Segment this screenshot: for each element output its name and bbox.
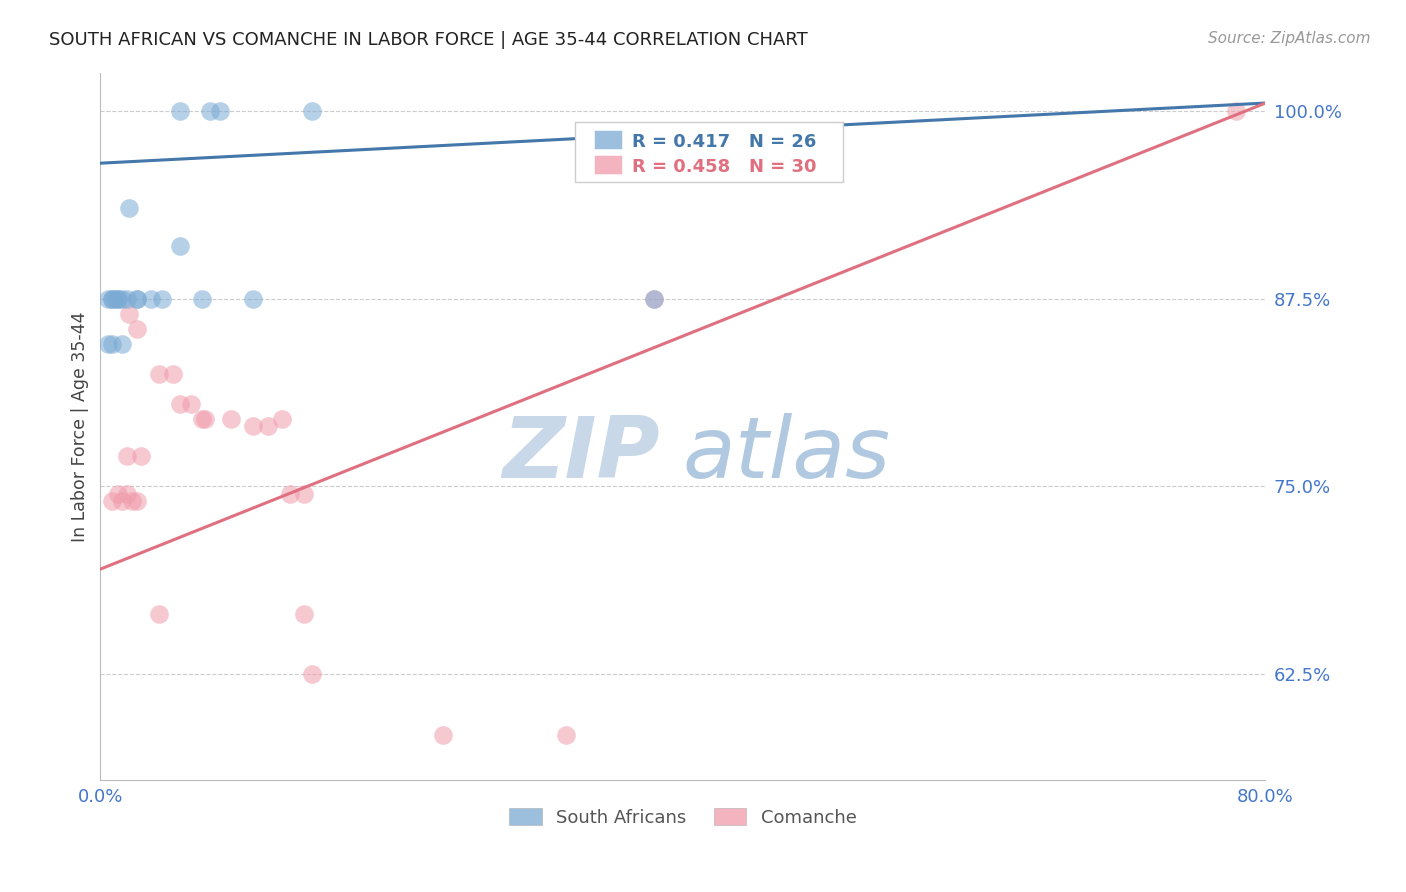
Point [115, 292, 138, 306]
Point [107, 487, 129, 501]
Point [118, 306, 141, 320]
Point [301, 667, 323, 681]
Point [278, 487, 301, 501]
Text: R = 0.417   N = 26: R = 0.417 N = 26 [633, 133, 817, 151]
Point [208, 103, 231, 118]
Point [432, 727, 454, 741]
FancyBboxPatch shape [575, 121, 844, 182]
Point [101, 494, 124, 508]
Point [256, 419, 278, 434]
Point [292, 607, 315, 622]
Text: Source: ZipAtlas.com: Source: ZipAtlas.com [1208, 31, 1371, 46]
Point [301, 103, 323, 118]
Point [111, 336, 134, 351]
Point [125, 494, 148, 508]
Point [271, 411, 294, 425]
Point [115, 487, 138, 501]
Point [292, 487, 315, 501]
Point [97, 336, 120, 351]
FancyBboxPatch shape [593, 130, 621, 149]
Point [180, 397, 202, 411]
Point [118, 202, 141, 216]
Point [169, 239, 191, 253]
Point [111, 292, 134, 306]
Point [198, 103, 221, 118]
Point [107, 292, 129, 306]
Point [97, 292, 120, 306]
Point [115, 450, 138, 464]
Point [169, 397, 191, 411]
Point [125, 292, 148, 306]
Point [101, 292, 124, 306]
Point [242, 419, 264, 434]
Point [125, 292, 148, 306]
Point [221, 411, 243, 425]
Point [141, 292, 163, 306]
FancyBboxPatch shape [593, 155, 621, 174]
Text: SOUTH AFRICAN VS COMANCHE IN LABOR FORCE | AGE 35-44 CORRELATION CHART: SOUTH AFRICAN VS COMANCHE IN LABOR FORCE… [49, 31, 808, 49]
Point [107, 292, 129, 306]
Point [1225, 103, 1247, 118]
Point [169, 103, 191, 118]
Point [101, 336, 124, 351]
Point [162, 367, 184, 381]
Point [555, 727, 578, 741]
Y-axis label: In Labor Force | Age 35-44: In Labor Force | Age 35-44 [72, 311, 89, 541]
Point [191, 411, 214, 425]
Point [101, 292, 124, 306]
Legend: South Africans, Comanche: South Africans, Comanche [502, 801, 863, 834]
Point [125, 321, 148, 335]
Point [643, 292, 665, 306]
Point [242, 292, 264, 306]
Point [121, 494, 143, 508]
Point [104, 292, 127, 306]
Point [129, 450, 152, 464]
Point [150, 292, 173, 306]
Point [111, 494, 134, 508]
Point [643, 292, 665, 306]
Point [191, 292, 214, 306]
Text: ZIP: ZIP [502, 413, 659, 496]
Point [194, 411, 217, 425]
Point [148, 607, 170, 622]
Text: R = 0.458   N = 30: R = 0.458 N = 30 [633, 158, 817, 176]
Point [148, 367, 170, 381]
Text: atlas: atlas [683, 413, 891, 496]
